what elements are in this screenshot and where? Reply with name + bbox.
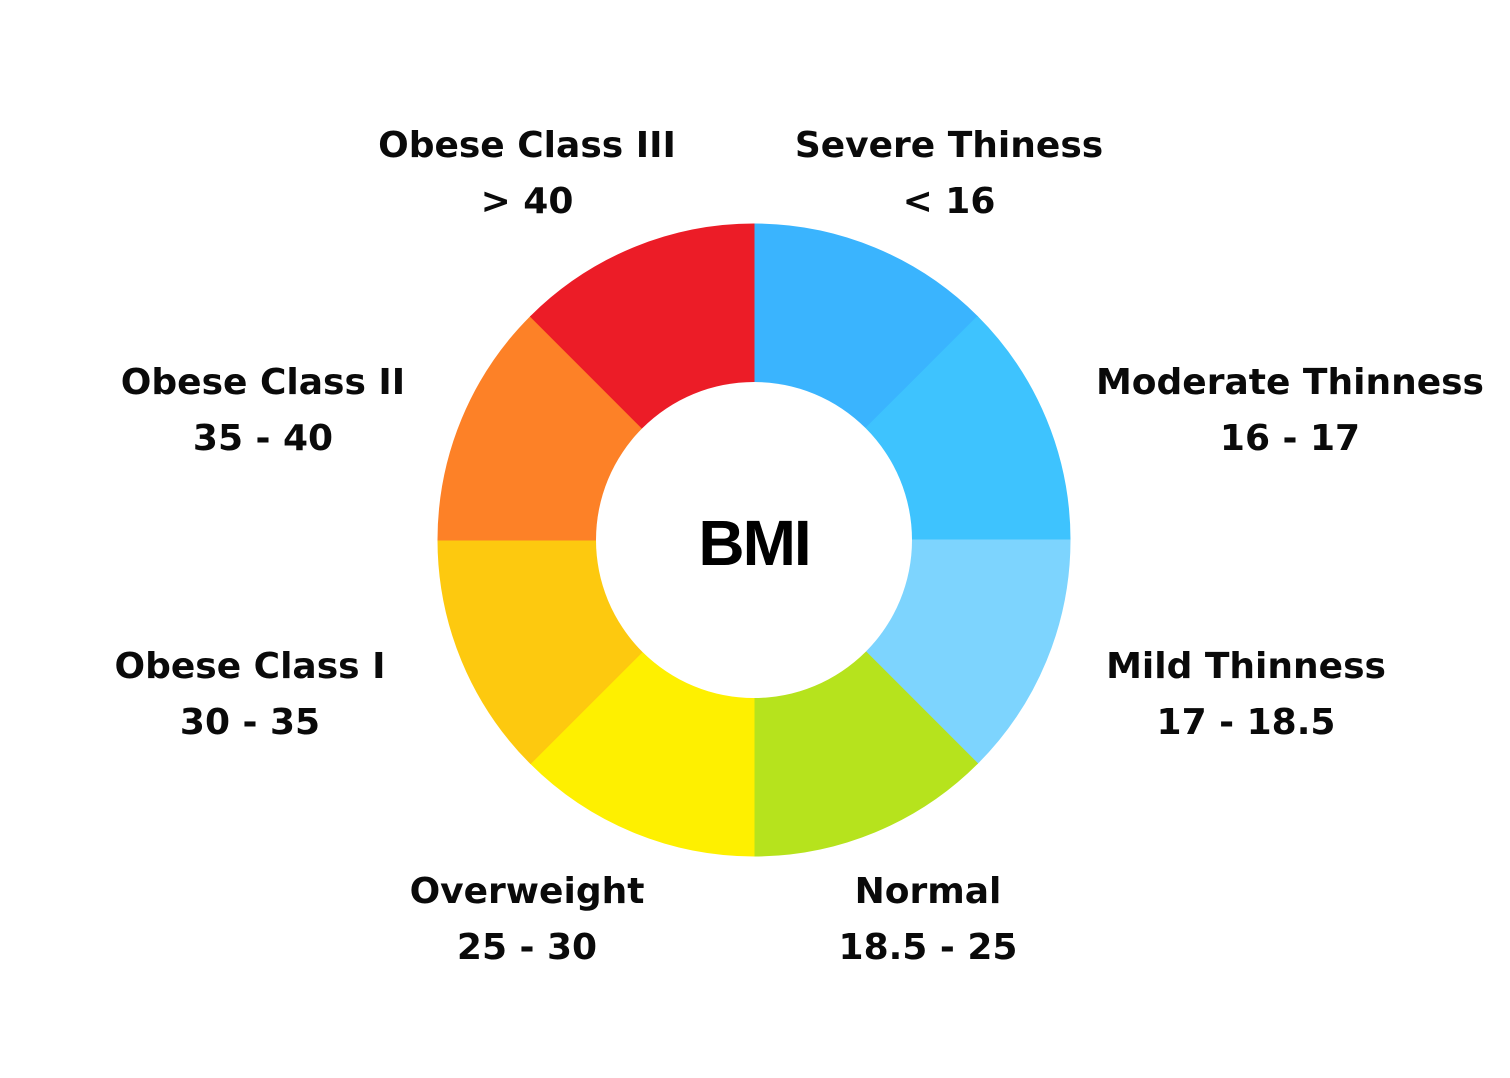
center-title: BMI <box>698 507 811 579</box>
label-normal: Normal 18.5 - 25 <box>708 864 1148 976</box>
category-name: Obese Class III <box>378 125 676 166</box>
category-range: 30 - 35 <box>179 702 321 743</box>
category-name: Severe Thiness <box>794 125 1104 166</box>
label-obese-class-1: Obese Class I 30 - 35 <box>30 639 470 751</box>
category-name: Overweight <box>409 871 645 912</box>
category-range: 18.5 - 25 <box>838 927 1018 968</box>
category-range: > 40 <box>480 181 574 222</box>
label-overweight: Overweight 25 - 30 <box>307 864 747 976</box>
category-name: Obese Class II <box>120 362 406 403</box>
category-name: Obese Class I <box>114 646 386 687</box>
label-obese-class-2: Obese Class II 35 - 40 <box>43 355 483 467</box>
ring-center-hole <box>596 382 912 698</box>
label-obese-class-3: Obese Class III > 40 <box>307 118 747 230</box>
category-range: 25 - 30 <box>456 927 598 968</box>
label-moderate-thinness: Moderate Thinness 16 - 17 <box>1070 355 1510 467</box>
category-range: 35 - 40 <box>192 418 334 459</box>
category-range: 17 - 18.5 <box>1156 702 1336 743</box>
category-range: 16 - 17 <box>1219 418 1361 459</box>
label-mild-thinness: Mild Thinness 17 - 18.5 <box>1026 639 1466 751</box>
category-name: Normal <box>854 871 1002 912</box>
category-name: Mild Thinness <box>1106 646 1386 687</box>
label-severe-thinness: Severe Thiness < 16 <box>729 118 1169 230</box>
category-range: < 16 <box>902 181 996 222</box>
category-name: Moderate Thinness <box>1095 362 1484 403</box>
